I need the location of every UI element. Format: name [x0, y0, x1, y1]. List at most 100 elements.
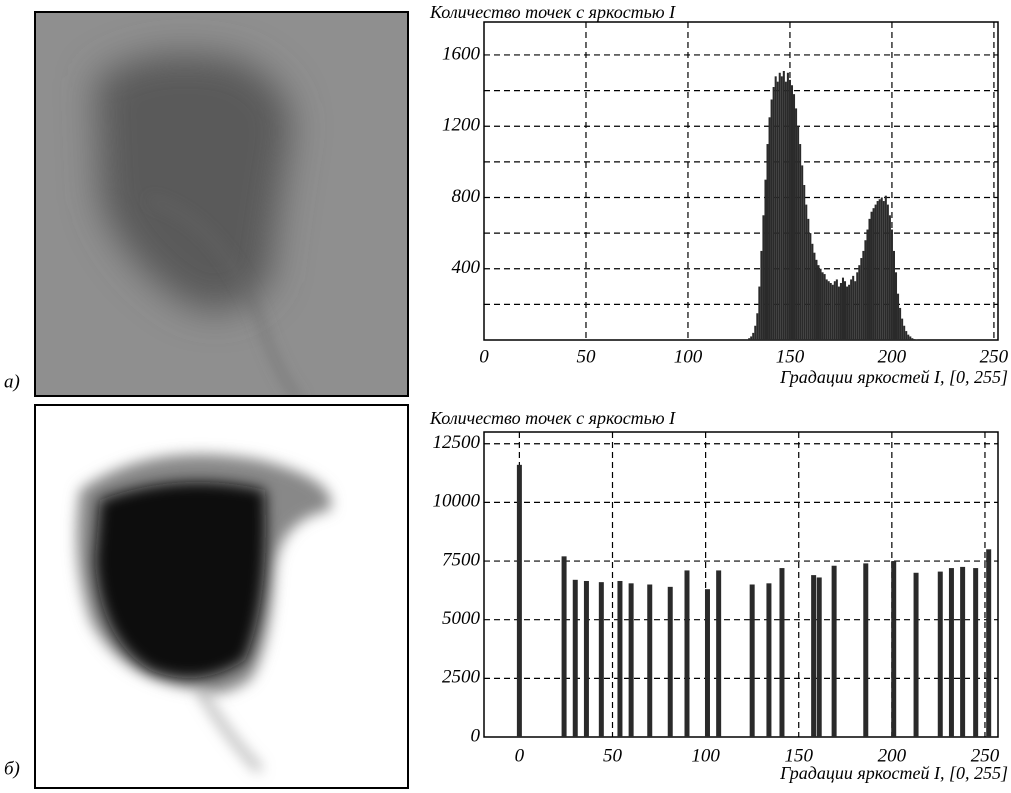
- bar: [684, 570, 690, 737]
- chart-title: Количество точек с яркостью I: [429, 408, 676, 428]
- bar: [884, 195, 887, 340]
- chart-title: Количество точек с яркостью I: [429, 2, 676, 22]
- bar: [647, 584, 653, 737]
- bar: [770, 99, 773, 341]
- bar: [937, 571, 943, 737]
- x-tick-label: 100: [674, 346, 703, 367]
- bar: [866, 229, 869, 340]
- photo-original: [35, 12, 408, 396]
- bar: [784, 81, 787, 341]
- bar: [572, 579, 578, 737]
- bar: [801, 165, 804, 340]
- x-tick-label: 0: [479, 346, 489, 367]
- x-tick-label: 250: [980, 346, 1009, 367]
- bar: [905, 331, 908, 340]
- y-tick-label: 12500: [433, 432, 481, 453]
- bar: [890, 229, 893, 340]
- panel-label: б): [4, 758, 20, 779]
- bar: [766, 583, 772, 737]
- bar: [809, 233, 812, 340]
- y-tick-label: 0: [471, 725, 481, 746]
- bar: [831, 565, 837, 737]
- bar: [831, 284, 834, 340]
- bar: [716, 570, 722, 737]
- bar: [888, 215, 891, 340]
- bar: [516, 464, 522, 737]
- bar: [858, 265, 861, 340]
- y-tick-label: 7500: [442, 549, 481, 570]
- x-axis-label: Градации яркостей I, [0, 255]: [779, 763, 1008, 783]
- photo-processed: [35, 405, 408, 788]
- bar: [864, 240, 867, 340]
- bar: [973, 568, 979, 737]
- bar: [807, 218, 810, 340]
- bar: [772, 87, 775, 340]
- bar: [837, 286, 840, 340]
- bar: [897, 293, 900, 340]
- bar: [870, 211, 873, 340]
- bar: [819, 268, 822, 340]
- bar: [667, 586, 673, 737]
- bar: [892, 250, 895, 340]
- bar: [868, 218, 871, 340]
- bar: [913, 339, 916, 340]
- photo-frame: [34, 404, 409, 789]
- bar: [863, 563, 869, 737]
- bar: [788, 79, 791, 340]
- bar: [803, 185, 806, 340]
- bar: [799, 144, 802, 340]
- bar: [790, 85, 794, 340]
- bar: [891, 561, 897, 737]
- bar: [813, 252, 816, 340]
- y-tick-label: 1200: [442, 115, 481, 136]
- x-axis-label: Градации яркостей I, [0, 255]: [779, 367, 1008, 387]
- plot-area: [483, 21, 999, 341]
- y-tick-label: 10000: [433, 491, 481, 512]
- bar: [848, 284, 851, 340]
- bar: [811, 575, 817, 737]
- bar: [758, 286, 761, 340]
- bar: [909, 336, 912, 340]
- bar: [886, 204, 889, 340]
- bar: [899, 307, 902, 340]
- bar: [860, 258, 863, 340]
- y-tick-label: 400: [452, 257, 481, 278]
- bar: [598, 582, 604, 737]
- bar: [825, 279, 828, 340]
- bar: [797, 126, 800, 340]
- x-tick-label: 0: [515, 745, 525, 766]
- bar: [844, 281, 847, 340]
- bar: [805, 204, 808, 340]
- bar: [846, 286, 849, 340]
- y-tick-label: 800: [452, 186, 481, 207]
- bar: [795, 108, 798, 341]
- bar: [986, 549, 992, 737]
- bar: [756, 313, 759, 340]
- x-tick-label: 200: [878, 745, 907, 766]
- bar: [815, 259, 818, 340]
- bar: [748, 338, 751, 340]
- bar: [780, 76, 783, 341]
- bar: [779, 568, 785, 737]
- bar: [856, 272, 859, 340]
- y-tick-label: 1600: [442, 43, 481, 64]
- x-tick-label: 150: [784, 745, 813, 766]
- bar: [760, 250, 763, 340]
- plot-area: [483, 431, 999, 738]
- bar: [583, 580, 589, 737]
- bar: [850, 279, 853, 340]
- x-tick-label: 50: [576, 346, 596, 367]
- bar: [782, 70, 785, 340]
- x-tick-label: 50: [603, 745, 623, 766]
- photo-frame: [34, 11, 409, 397]
- bar: [835, 279, 838, 340]
- bar: [768, 117, 771, 341]
- bar: [764, 179, 767, 340]
- bar: [749, 584, 755, 737]
- bar: [617, 580, 623, 737]
- bar: [901, 318, 904, 340]
- bar: [862, 250, 865, 340]
- bar: [894, 272, 898, 340]
- bar: [839, 282, 842, 340]
- bar: [561, 556, 567, 737]
